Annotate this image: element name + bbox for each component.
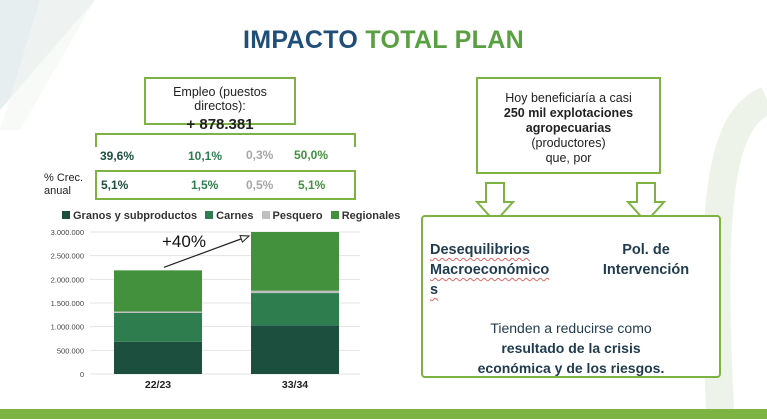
growth-arrow-head-icon xyxy=(239,235,251,244)
y-tick-label: 500.000 xyxy=(57,346,84,355)
factors-box xyxy=(421,215,721,378)
growth-granos: 5,1% xyxy=(101,178,129,192)
decor-top-left xyxy=(0,0,95,130)
bar-segment-pesquero xyxy=(251,290,339,294)
benef-line1: Hoy beneficiaría a casi xyxy=(505,91,632,105)
growth-carnes: 1,5% xyxy=(191,178,219,192)
factor-politicas: Pol. de Intervención xyxy=(596,240,696,280)
bar-segment-granos xyxy=(114,341,202,374)
growth-arrow-line xyxy=(163,235,250,268)
footer-bar xyxy=(0,409,767,419)
employment-label: Empleo (puestos directos): xyxy=(173,85,267,113)
down-arrow-icon-left xyxy=(475,182,515,224)
legend-swatch-carnes xyxy=(205,211,214,219)
x-tick-label: 33/34 xyxy=(282,379,308,391)
factor-desequilibrios: Desequilibrios Macroeconómico s xyxy=(430,240,549,300)
chart-legend: Granos y subproductos Carnes Pesquero Re… xyxy=(62,210,400,222)
y-tick-label: 2.000.000 xyxy=(51,275,84,284)
y-tick-label: 0 xyxy=(80,370,84,379)
conclusion-bold2: económica y de los riesgos. xyxy=(477,360,665,376)
benef-line2: (productores) xyxy=(531,136,606,150)
growth-label: % Crec. anual xyxy=(44,172,92,198)
growth-pesquero: 0,5% xyxy=(246,178,274,192)
des-line3: s xyxy=(430,282,439,298)
legend-label-granos: Granos y subproductos xyxy=(73,210,198,222)
bar-segment-carnes xyxy=(114,312,202,342)
share-carnes: 10,1% xyxy=(188,149,223,163)
legend-label-pesquero: Pesquero xyxy=(272,210,323,222)
employment-value: + 878.381 xyxy=(186,116,254,133)
conclusion-line1: Tienden a reducirse como xyxy=(490,320,652,336)
y-tick-label: 2.500.000 xyxy=(51,252,84,261)
legend-swatch-regionales xyxy=(330,211,339,219)
stacked-bar-chart: 0 500.000 1.000.000 1.500.000 2.000.000 2.500… xyxy=(51,228,360,391)
shares-bracket xyxy=(95,133,356,147)
des-line1: Desequilibrios xyxy=(430,242,530,258)
growth-label-line1: % Crec. xyxy=(44,172,84,184)
growth-regionales: 5,1% xyxy=(298,178,326,192)
share-pesquero: 0,3% xyxy=(246,148,274,162)
bar-segment-regionales xyxy=(114,270,202,312)
legend-swatch-pesquero xyxy=(261,211,270,219)
bar-segment-regionales xyxy=(251,232,339,291)
title-part1: IMPACTO xyxy=(243,26,359,54)
growth-annotation: +40% xyxy=(162,232,206,251)
bar-segment-carnes xyxy=(251,293,339,326)
legend-label-regionales: Regionales xyxy=(341,210,401,222)
benef-line3: que, por xyxy=(545,151,592,165)
share-regionales: 50,0% xyxy=(294,148,329,162)
bar-segment-pesquero xyxy=(114,311,202,313)
conclusion-bold1: resultado de la crisis xyxy=(501,340,641,356)
legend-label-carnes: Carnes xyxy=(216,210,254,222)
y-tick-label: 1.000.000 xyxy=(51,323,84,332)
bar-segment-granos xyxy=(251,325,339,374)
beneficiaries-box: Hoy beneficiaría a casi 250 mil explotac… xyxy=(476,77,661,174)
conclusion-text: Tienden a reducirse como resultado de la… xyxy=(431,318,711,378)
legend-swatch-granos xyxy=(62,211,70,219)
employment-box: Empleo (puestos directos): + 878.381 xyxy=(144,77,296,133)
pol-line1: Pol. de xyxy=(622,242,670,258)
growth-label-line2: anual xyxy=(44,185,71,197)
growth-box xyxy=(95,170,356,200)
title-part2: TOTAL PLAN xyxy=(365,26,524,54)
share-granos: 39,6% xyxy=(100,149,135,163)
page-title: IMPACTO TOTAL PLAN xyxy=(0,26,767,55)
x-tick-label: 22/23 xyxy=(145,379,171,391)
y-tick-label: 1.500.000 xyxy=(51,299,84,308)
des-line2: Macroeconómico xyxy=(430,262,550,278)
benef-bold2: agropecuarias xyxy=(525,121,612,135)
y-tick-label: 3.000.000 xyxy=(51,228,84,237)
down-arrow-icon-right xyxy=(626,182,666,224)
benef-bold1: 250 mil explotaciones xyxy=(503,106,634,120)
pol-line2: Intervención xyxy=(602,262,690,278)
